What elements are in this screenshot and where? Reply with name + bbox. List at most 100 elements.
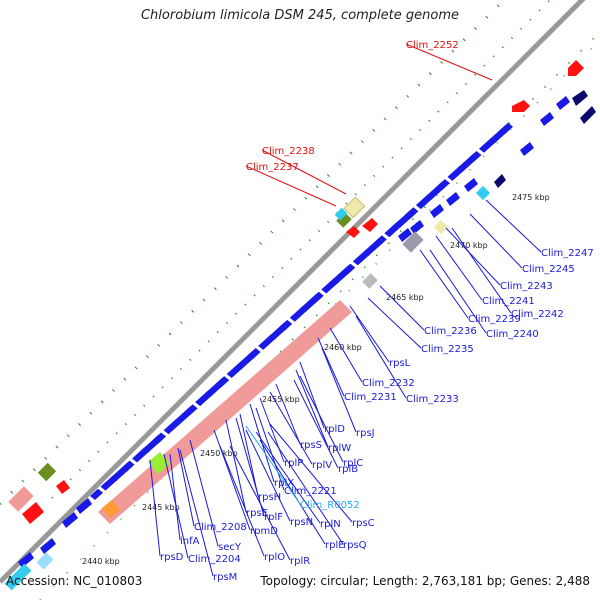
gene-blue-arrow — [410, 220, 424, 234]
tick-labels: 2440 kbp 2445 kbp 2450 kbp 2455 kbp 2460 kbp… — [82, 193, 550, 566]
gene-blue-arrow — [279, 319, 293, 332]
gene-blue-arrow — [468, 150, 482, 163]
leader-line — [349, 305, 390, 363]
leader-line — [245, 425, 301, 505]
gene-label: rplC — [343, 458, 363, 469]
leader-line — [299, 361, 325, 429]
gene-label: Clim_R0052 — [300, 500, 360, 511]
gene-label: rpsS — [300, 440, 322, 451]
gene-red-arrow — [346, 226, 360, 238]
gene-label: rpsQ — [343, 540, 367, 551]
gene-blue-arrow — [247, 348, 261, 360]
gene-navy — [580, 106, 596, 124]
gene-blue-arrow — [195, 391, 213, 407]
gene-label: Clim_2247 — [541, 248, 594, 259]
gene-label: rplO — [264, 552, 285, 563]
map-title: Chlorobium limicola DSM 245, complete ge… — [140, 8, 460, 23]
gene-blue-arrow — [132, 447, 150, 463]
gene-label: rpsN — [290, 517, 313, 528]
gene-label: Clim_2233 — [406, 394, 459, 405]
tick-label: 2450 kbp — [200, 449, 238, 458]
gene-blue-arrow — [446, 192, 460, 206]
leader-line — [259, 397, 285, 463]
gene-label: Clim_2239 — [468, 314, 521, 325]
gene-blue-arrow — [258, 335, 276, 350]
gene-label: Clim_2245 — [522, 264, 575, 275]
leader-line — [299, 375, 344, 463]
gene-label: rplF — [264, 512, 283, 523]
gene-label: Clim_2237 — [246, 162, 299, 173]
gene-olive — [336, 212, 352, 228]
leader-line — [429, 249, 487, 334]
gene-gray — [362, 273, 378, 289]
leader-line — [469, 213, 523, 269]
gene-label: rplX — [274, 478, 294, 489]
gene-label: rpsE — [246, 508, 268, 519]
gene-label: secY — [218, 542, 242, 553]
leader-line — [419, 249, 469, 319]
gene-label: rplB — [338, 464, 358, 475]
leader-line — [235, 417, 265, 517]
leader-line — [317, 337, 345, 397]
topology-summary: Topology: circular; Length: 2,763,181 bp… — [260, 574, 590, 588]
gene-label: rplD — [324, 424, 345, 435]
gene-blue-arrow — [163, 419, 181, 435]
gene-label: Clim_2241 — [482, 296, 535, 307]
gene-blue-arrow — [153, 432, 167, 444]
leader-line — [149, 459, 161, 557]
gene-red-arrow — [56, 480, 70, 494]
gene-blue-arrow — [184, 404, 198, 416]
leader-line — [329, 327, 363, 383]
gene-label: rpmD — [250, 526, 278, 537]
tick-label: 2455 kbp — [262, 395, 300, 404]
gene-navy — [494, 174, 506, 188]
inner-misc-genes — [4, 90, 596, 591]
gene-blue-arrow — [76, 498, 92, 514]
gene-red-arrow — [22, 502, 44, 524]
gene-cyan — [334, 207, 348, 221]
gene-blue-arrow — [121, 460, 135, 472]
leader-line — [267, 431, 344, 545]
leader-line — [367, 297, 422, 349]
gene-gray — [402, 231, 424, 253]
gene-label: Clim_2204 — [188, 554, 241, 565]
gene-blue-arrow — [398, 228, 412, 242]
leader-line — [261, 149, 347, 195]
gene-blue-arrow — [500, 122, 513, 134]
gene-red-arrow — [362, 218, 378, 232]
leader-line — [255, 407, 285, 491]
leader-line — [269, 391, 313, 465]
leader-line — [451, 227, 512, 314]
gene-label: Clim_2235 — [421, 344, 474, 355]
gene-label: Clim_2243 — [500, 281, 553, 292]
tick-label: 2445 kbp — [142, 503, 180, 512]
gene-blue-arrow — [556, 96, 570, 110]
gene-label: rplV — [312, 460, 332, 471]
gene-label: rplW — [328, 443, 351, 454]
gene-label: Clim_2208 — [194, 522, 247, 533]
leader-line — [355, 315, 407, 399]
leader-line — [219, 445, 265, 557]
leader-line — [435, 235, 483, 301]
leader-line — [179, 449, 214, 577]
gene-blue-arrow — [436, 179, 450, 191]
leader-line — [245, 429, 291, 522]
gene-label: Clim_2231 — [344, 392, 397, 403]
leader-line — [275, 383, 301, 445]
gene-label: Clim_2242 — [511, 309, 564, 320]
gene-blue-arrow — [405, 207, 419, 219]
gene-label: rpsJ — [356, 428, 375, 439]
leader-line — [213, 429, 251, 531]
leader-line — [379, 285, 425, 331]
gene-blue-arrow — [464, 178, 478, 192]
gene-red-arrow — [568, 60, 584, 76]
tick-label: 2470 kbp — [450, 241, 488, 250]
gene-label: Clim_2240 — [486, 329, 539, 340]
leader-line — [229, 445, 291, 561]
gene-label: infA — [180, 536, 200, 547]
outer-strand-genes — [8, 60, 584, 524]
gene-orange — [102, 500, 120, 518]
gene-label: Clim_2238 — [262, 146, 315, 157]
leader-line — [445, 227, 501, 286]
